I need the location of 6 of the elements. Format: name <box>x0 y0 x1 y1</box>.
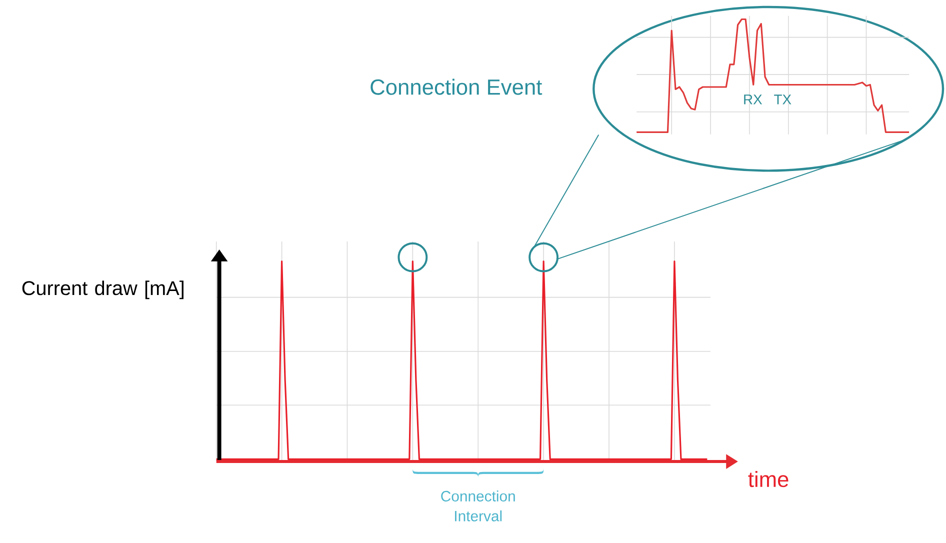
annotation: RX <box>744 94 762 104</box>
annotation: TX <box>774 94 792 104</box>
x-axis-title: time <box>748 471 788 488</box>
text: Connection Event <box>370 78 542 95</box>
y-axis-title: Current draw [mA] <box>22 280 184 300</box>
text: Connection Interval <box>441 490 515 522</box>
